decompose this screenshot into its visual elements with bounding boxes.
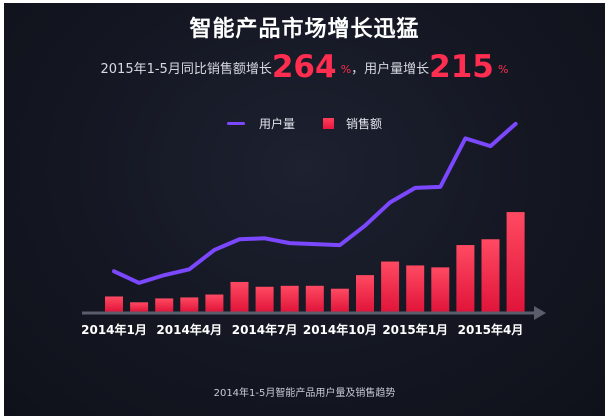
legend-item-sales[interactable]: 销售额 <box>323 115 382 132</box>
sales-bar <box>431 267 450 312</box>
x-tick-labels: 2014年1月 2014年4月 2014年7月 2014年10月 2015年1月 2015… <box>81 322 523 337</box>
chart-legend: 用户量 销售额 <box>4 115 605 132</box>
legend-label-users: 用户量 <box>258 117 295 131</box>
x-tick-label: 2015年1月 <box>382 322 448 337</box>
bars-layer <box>105 212 525 312</box>
sales-growth-unit: % <box>340 63 352 76</box>
sales-bar <box>255 286 274 312</box>
sales-bar <box>456 245 475 312</box>
user-growth-unit: % <box>498 63 509 76</box>
x-tick-label: 2014年7月 <box>232 322 298 337</box>
x-tick-label: 2015年4月 <box>458 322 524 337</box>
growth-summary: 2015年1-5月同比销售额增长264 %，用户量增长215 % <box>4 49 605 85</box>
sales-bar <box>506 212 525 312</box>
line-swatch-icon <box>226 122 245 125</box>
sales-bar <box>481 239 500 312</box>
legend-item-users[interactable]: 用户量 <box>226 115 295 132</box>
combo-chart: 2014年1月 2014年4月 2014年7月 2014年10月 2015年1月 2015… <box>81 121 546 337</box>
sales-bar <box>205 294 224 312</box>
x-tick-label: 2014年1月 <box>81 322 147 337</box>
sales-bar <box>155 298 174 312</box>
x-tick-label: 2014年10月 <box>303 322 377 337</box>
chart-caption: 2014年1-5月智能产品用户量及销售趋势 <box>213 388 396 399</box>
sales-bar <box>105 296 123 312</box>
sales-bar <box>356 275 374 312</box>
x-axis-arrow-icon <box>534 306 546 320</box>
sales-growth-value: 264 <box>271 49 337 85</box>
bar-swatch-icon <box>323 118 334 129</box>
sales-bar <box>280 285 299 312</box>
sales-bar <box>230 281 249 312</box>
sales-bar <box>330 288 349 312</box>
user-growth-value: 215 <box>429 49 494 85</box>
legend-label-sales: 销售额 <box>346 117 383 131</box>
page-title: 智能产品市场增长迅猛 <box>189 17 420 42</box>
sales-bar <box>406 265 425 312</box>
sales-bar <box>381 261 400 312</box>
chart-panel: 智能产品市场增长迅猛 2015年1-5月同比销售额增长264 %，用户量增长21… <box>4 3 605 416</box>
x-tick-label: 2014年4月 <box>156 322 222 337</box>
users-line <box>112 121 518 285</box>
summary-prefix: 2015年1-5月同比销售额增长 <box>100 62 272 77</box>
sales-bar <box>305 285 324 312</box>
sales-bar <box>180 297 199 312</box>
line-layer <box>112 121 518 285</box>
sales-bar <box>130 302 149 312</box>
summary-middle: ，用户量增长 <box>351 62 430 77</box>
